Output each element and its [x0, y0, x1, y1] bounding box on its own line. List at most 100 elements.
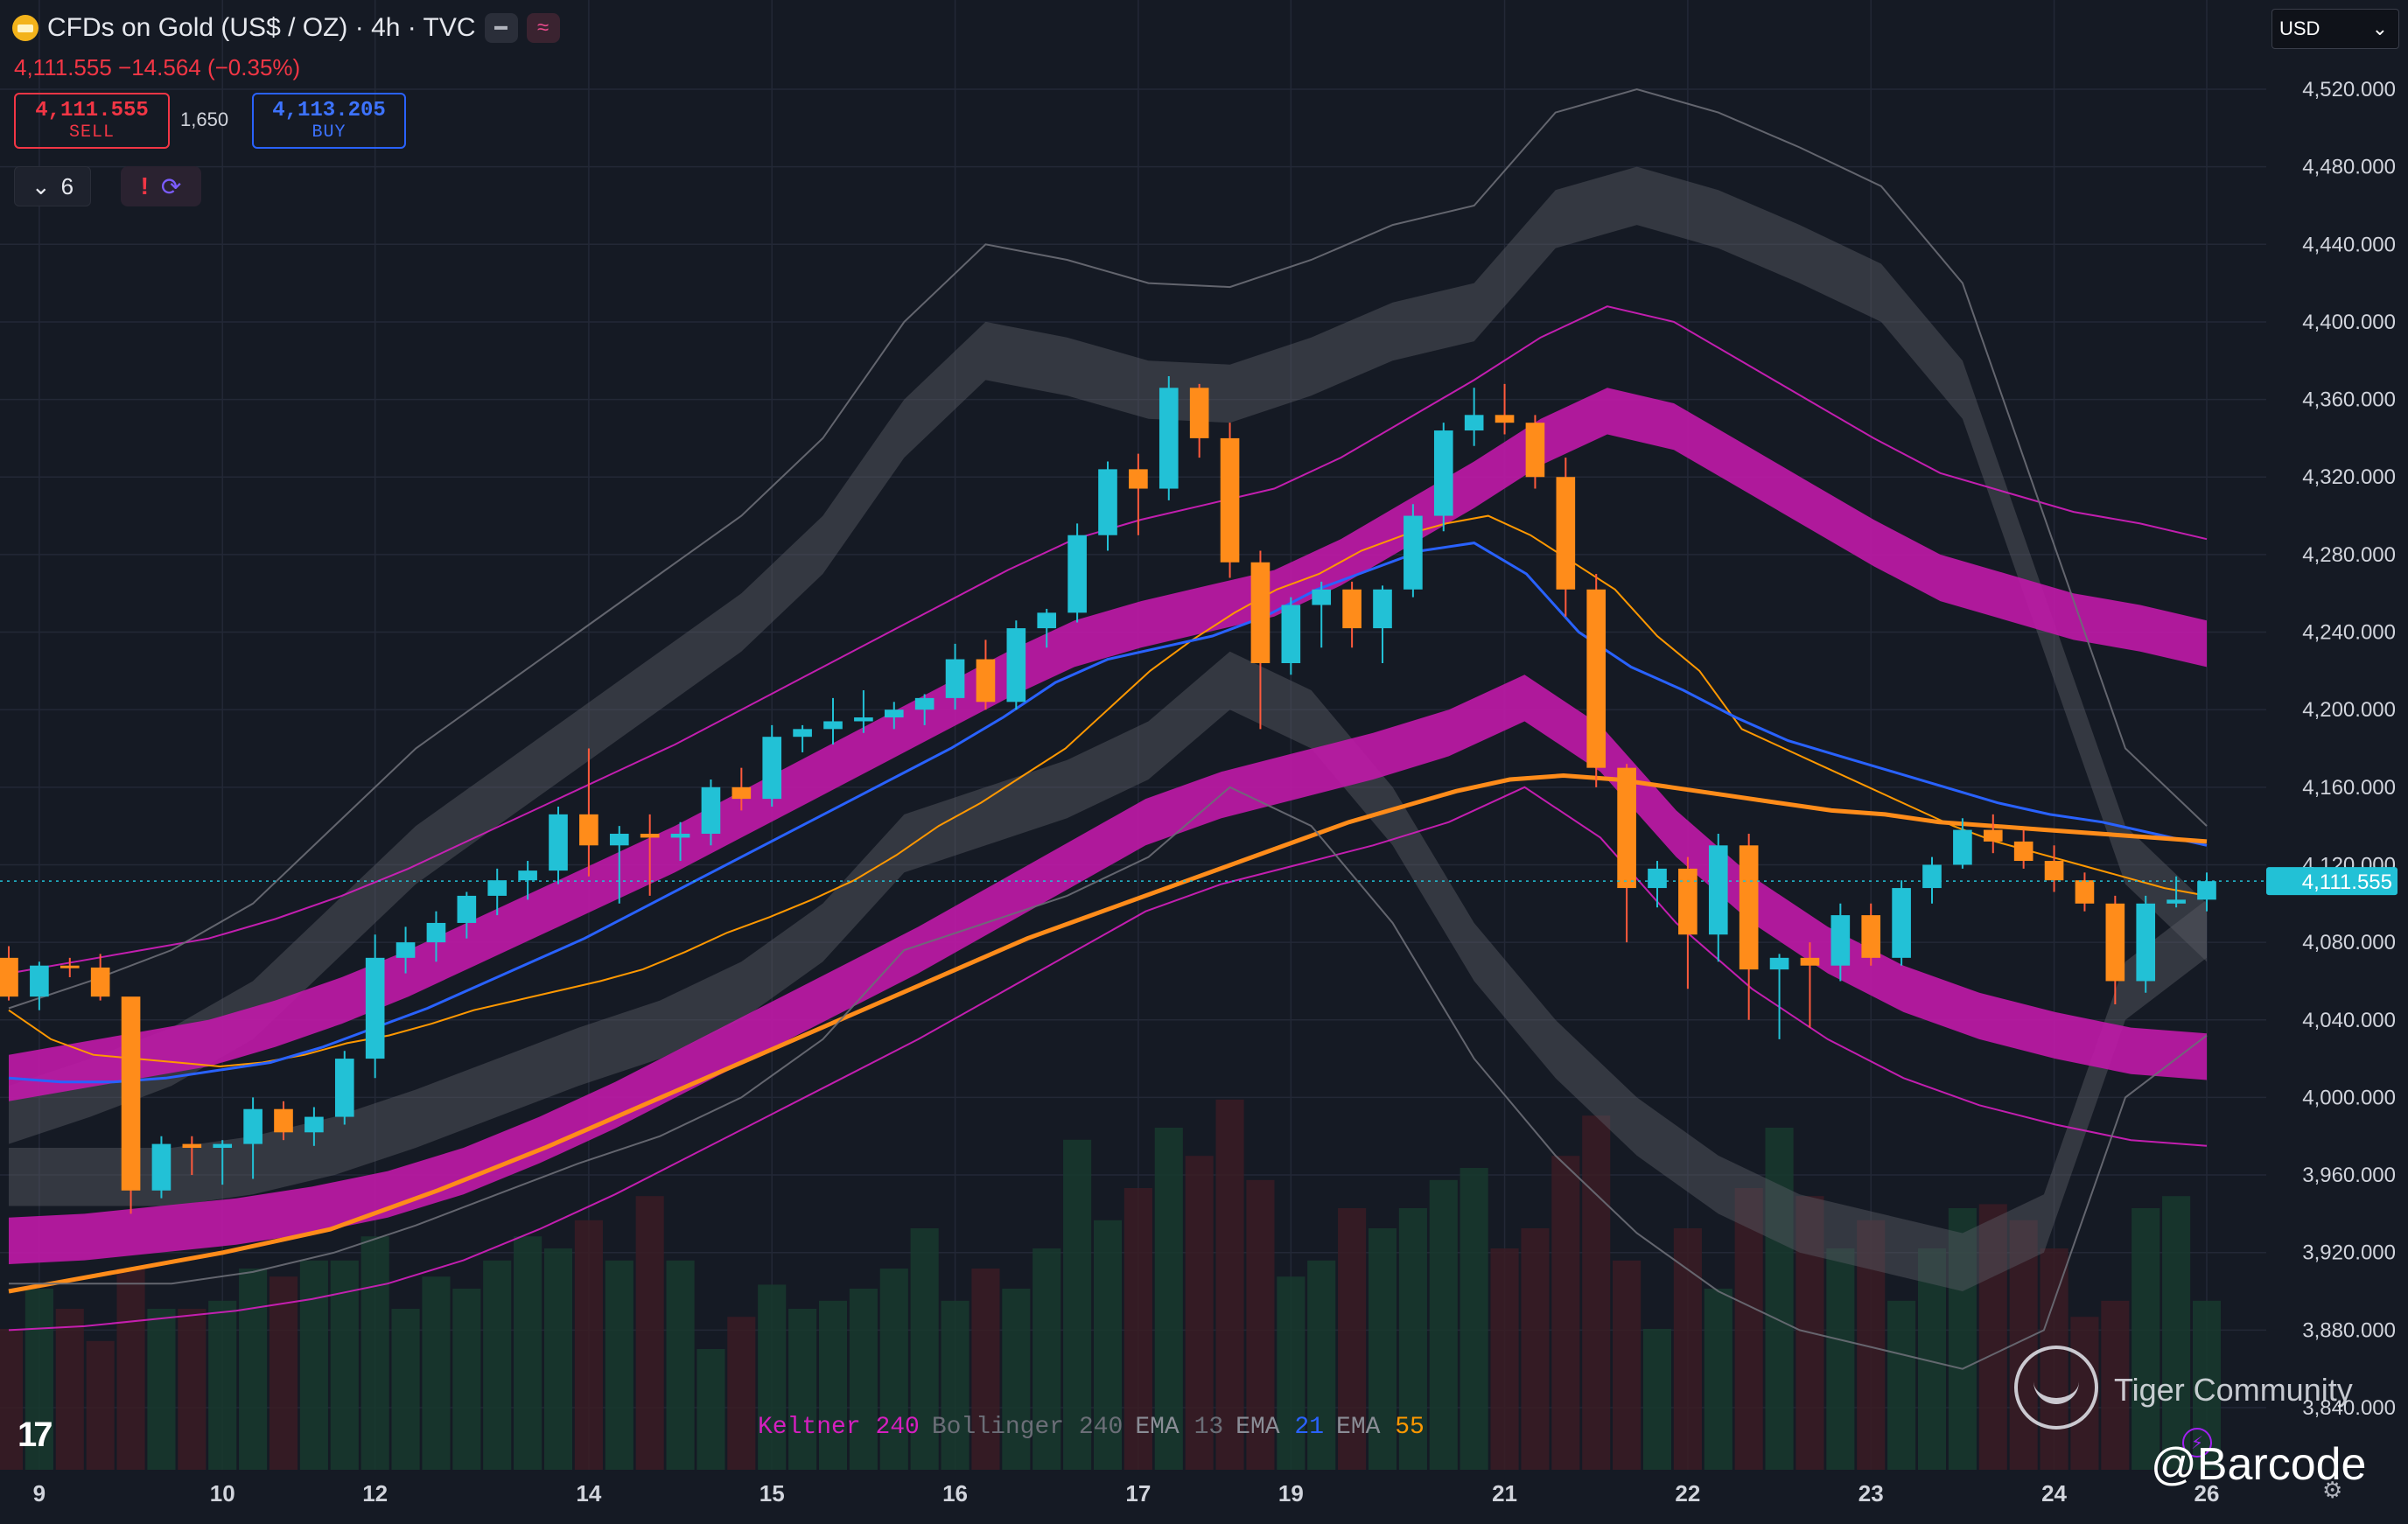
price-tick-label: 3,880.000 [2302, 1318, 2396, 1342]
wave-icon[interactable]: ≈ [526, 13, 560, 43]
candle [1404, 504, 1423, 598]
time-tick-label: 12 [362, 1480, 388, 1507]
keltner-upper-fill [9, 388, 2207, 1101]
volume-bar [788, 1309, 817, 1470]
indicators-collapse-button[interactable]: ⌄ 6 [14, 166, 91, 206]
candle [1525, 415, 1545, 489]
candle [732, 767, 752, 811]
candle-body [1189, 388, 1209, 438]
candle [1220, 423, 1240, 578]
volume-bar [818, 1300, 848, 1470]
legend-ema21[interactable]: EMA 21 [1236, 1414, 1325, 1441]
volume-bar [1246, 1179, 1275, 1470]
price-tick-label: 4,400.000 [2302, 311, 2396, 334]
legend-ema55[interactable]: EMA 55 [1336, 1414, 1424, 1441]
candle-body [60, 965, 80, 968]
volume-bar [1032, 1248, 1061, 1470]
volume-bar [1307, 1260, 1336, 1470]
price-tick-label: 4,040.000 [2302, 1009, 2396, 1032]
candle-body [1068, 535, 1087, 613]
volume-bar [1215, 1099, 1244, 1470]
keltner-lower-fill [9, 675, 2207, 1264]
volume-bar [1277, 1276, 1306, 1470]
symbol-header[interactable]: CFDs on Gold (US$ / OZ) · 4h · TVC ━ ≈ [12, 10, 560, 45]
candle [396, 926, 416, 974]
bollinger-lower-fill [9, 651, 2207, 1291]
legend-keltner[interactable]: Keltner 240 [758, 1414, 920, 1441]
legend-bollinger[interactable]: Bollinger 240 [931, 1414, 1124, 1441]
symbol-title[interactable]: CFDs on Gold (US$ / OZ) · 4h · TVC [47, 13, 476, 42]
candle [1312, 581, 1332, 648]
buy-button[interactable]: 4,113.205 BUY [252, 93, 406, 149]
gear-icon[interactable]: ⚙ [2322, 1477, 2343, 1503]
candle [976, 640, 996, 710]
sell-button[interactable]: 4,111.555 SELL [14, 93, 170, 149]
candle [1373, 585, 1392, 663]
candle-body [2136, 903, 2156, 982]
refresh-icon[interactable]: ⟳ [160, 172, 182, 200]
price-tick-label: 4,360.000 [2302, 388, 2396, 412]
candle [243, 1097, 262, 1179]
candle-body [213, 1143, 233, 1149]
volume-bar [1460, 1168, 1488, 1470]
data-status-buttons[interactable]: ! ⟳ [121, 166, 201, 206]
candle-body [1494, 415, 1515, 423]
candlesticks[interactable] [0, 375, 2216, 1214]
candle-body [1617, 767, 1636, 889]
series-bollinger-240-upper [8, 87, 2208, 1010]
candle-body [1648, 868, 1667, 889]
candle-body [1250, 562, 1270, 663]
candle [426, 911, 446, 962]
candle [487, 868, 508, 916]
time-axis[interactable]: 9 10 12 14 15 16 17 19 21 22 23 24 26 [33, 1480, 2220, 1507]
volume-bar [1185, 1156, 1214, 1470]
volume-bars [0, 1099, 2222, 1470]
volume-bar [971, 1269, 1000, 1470]
volume-bar [1063, 1139, 1092, 1470]
candle-body [121, 996, 141, 1191]
last-change: 4,111.555 −14.564 (−0.35%) [14, 54, 301, 80]
candle-body [1708, 845, 1728, 935]
volume-bar [116, 1269, 145, 1470]
time-tick-label: 24 [2041, 1480, 2067, 1507]
candle-body [2013, 841, 2034, 862]
candle [1494, 383, 1515, 435]
candle-body [2044, 861, 2064, 881]
candle-body [1953, 829, 1972, 865]
candle-body [1678, 868, 1698, 935]
indicator-legend[interactable]: Keltner 240 Bollinger 240 EMA 13 EMA 21 … [758, 1414, 1424, 1441]
candle [1830, 903, 1851, 982]
candle-body [1129, 469, 1148, 489]
candle-body [457, 895, 477, 923]
candle-body [823, 721, 843, 730]
candle-body [945, 659, 965, 698]
candle [1586, 574, 1606, 787]
buy-label: BUY [312, 122, 346, 143]
candle-body [732, 786, 752, 800]
legend-ema13[interactable]: EMA 13 [1135, 1414, 1224, 1441]
candle [334, 1051, 354, 1125]
price-tick-label: 4,160.000 [2302, 776, 2396, 800]
currency-select[interactable]: USD ⌄ [2272, 9, 2399, 49]
currency-value: USD [2279, 17, 2320, 39]
lightning-icon[interactable]: ⚡ [2182, 1428, 2212, 1458]
time-tick-label: 14 [576, 1480, 601, 1507]
tradingview-logo[interactable]: 17 [18, 1416, 52, 1454]
candle [914, 694, 934, 725]
volume-bar [1124, 1188, 1152, 1470]
candle-body [1158, 388, 1179, 489]
time-tick-label: 23 [1858, 1480, 1884, 1507]
price-tick-label: 3,920.000 [2302, 1241, 2396, 1265]
alert-icon[interactable]: ! [140, 172, 149, 199]
volume-bar [391, 1309, 420, 1470]
minus-icon[interactable]: ━ [484, 13, 518, 43]
volume-bar [55, 1309, 84, 1470]
time-tick-label: 9 [33, 1480, 46, 1507]
price-tick-label: 4,320.000 [2302, 465, 2396, 489]
candle [518, 861, 537, 900]
price-tick-label: 4,200.000 [2302, 698, 2396, 722]
volume-bar [1826, 1248, 1855, 1470]
price-tick-label: 4,520.000 [2302, 78, 2396, 101]
watermark-brand: Tiger Community [2114, 1372, 2353, 1408]
